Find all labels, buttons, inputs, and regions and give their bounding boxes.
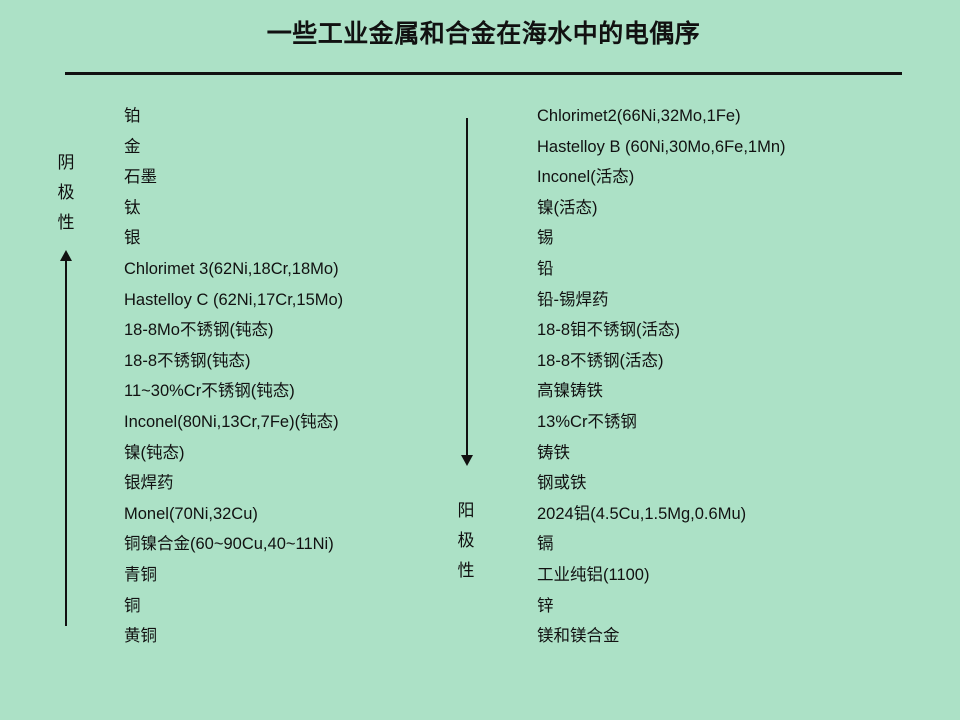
list-item: 高镍铸铁 (537, 382, 603, 401)
list-item: 钢或铁 (537, 474, 587, 493)
list-item: Hastelloy B (60Ni,30Mo,6Fe,1Mn) (537, 137, 786, 156)
list-item: 银焊药 (124, 474, 174, 493)
anodic-label-char-3: 性 (457, 561, 475, 580)
list-item: 铅 (537, 259, 554, 278)
list-item: 铸铁 (537, 443, 570, 462)
list-item: 铜镍合金(60~90Cu,40~11Ni) (124, 535, 334, 554)
anodic-arrow-shaft (466, 118, 468, 456)
list-item: 铅-锡焊药 (537, 290, 609, 309)
list-item: 18-8不锈钢(活态) (537, 351, 664, 370)
list-item: 锡 (537, 229, 554, 248)
cathodic-label-char-1: 阴 (57, 153, 75, 172)
list-item: 18-8Mo不锈钢(钝态) (124, 321, 274, 340)
anodic-label-char-2: 极 (457, 531, 475, 550)
list-item: 锌 (537, 596, 554, 615)
list-item: 13%Cr不锈钢 (537, 412, 637, 431)
list-item: 18-8不锈钢(钝态) (124, 351, 251, 370)
list-item: Chlorimet2(66Ni,32Mo,1Fe) (537, 107, 741, 125)
cathodic-arrow-head (60, 250, 72, 261)
list-item: 铜 (124, 596, 141, 615)
list-item: 镍(活态) (537, 198, 598, 217)
list-item: 铂 (124, 107, 141, 125)
list-item: Inconel(80Ni,13Cr,7Fe)(钝态) (124, 412, 339, 431)
list-item: Hastelloy C (62Ni,17Cr,15Mo) (124, 290, 344, 309)
list-item: 镉 (537, 535, 554, 554)
cathodic-axis-label: 阴 极 性 (54, 148, 78, 238)
list-item: 银 (124, 229, 141, 248)
list-item: 工业纯铝(1100) (537, 565, 650, 584)
list-item: 镍(钝态) (124, 443, 185, 462)
right-material-list: Chlorimet2(66Ni,32Mo,1Fe) Hastelloy B (60… (537, 101, 786, 652)
cathodic-arrow-shaft (65, 259, 67, 626)
title-divider (65, 72, 902, 75)
list-item: Inconel(活态) (537, 168, 635, 187)
cathodic-label-char-2: 极 (57, 183, 75, 202)
list-item: 金 (124, 137, 141, 156)
anodic-arrow-head (461, 455, 473, 466)
cathodic-label-char-3: 性 (57, 213, 75, 232)
list-item: Chlorimet 3(62Ni,18Cr,18Mo) (124, 259, 339, 278)
list-item: 11~30%Cr不锈钢(钝态) (124, 382, 295, 401)
anodic-axis-label: 阳 极 性 (454, 496, 478, 586)
list-item: 黄铜 (124, 627, 157, 646)
list-item: 镁和镁合金 (537, 627, 620, 646)
list-item: 青铜 (124, 565, 157, 584)
page-title: 一些工业金属和合金在海水中的电偶序 (266, 20, 701, 48)
list-item: 2024铝(4.5Cu,1.5Mg,0.6Mu) (537, 504, 747, 523)
left-material-list: 铂金石墨钛银 Chlorimet 3(62Ni,18Cr,18Mo) Hastell… (124, 101, 343, 652)
anodic-label-char-1: 阳 (457, 501, 475, 520)
list-item: 石墨 (124, 168, 157, 187)
list-item: 18-8钼不锈钢(活态) (537, 321, 681, 340)
list-item: Monel(70Ni,32Cu) (124, 504, 258, 523)
list-item: 钛 (124, 198, 141, 217)
